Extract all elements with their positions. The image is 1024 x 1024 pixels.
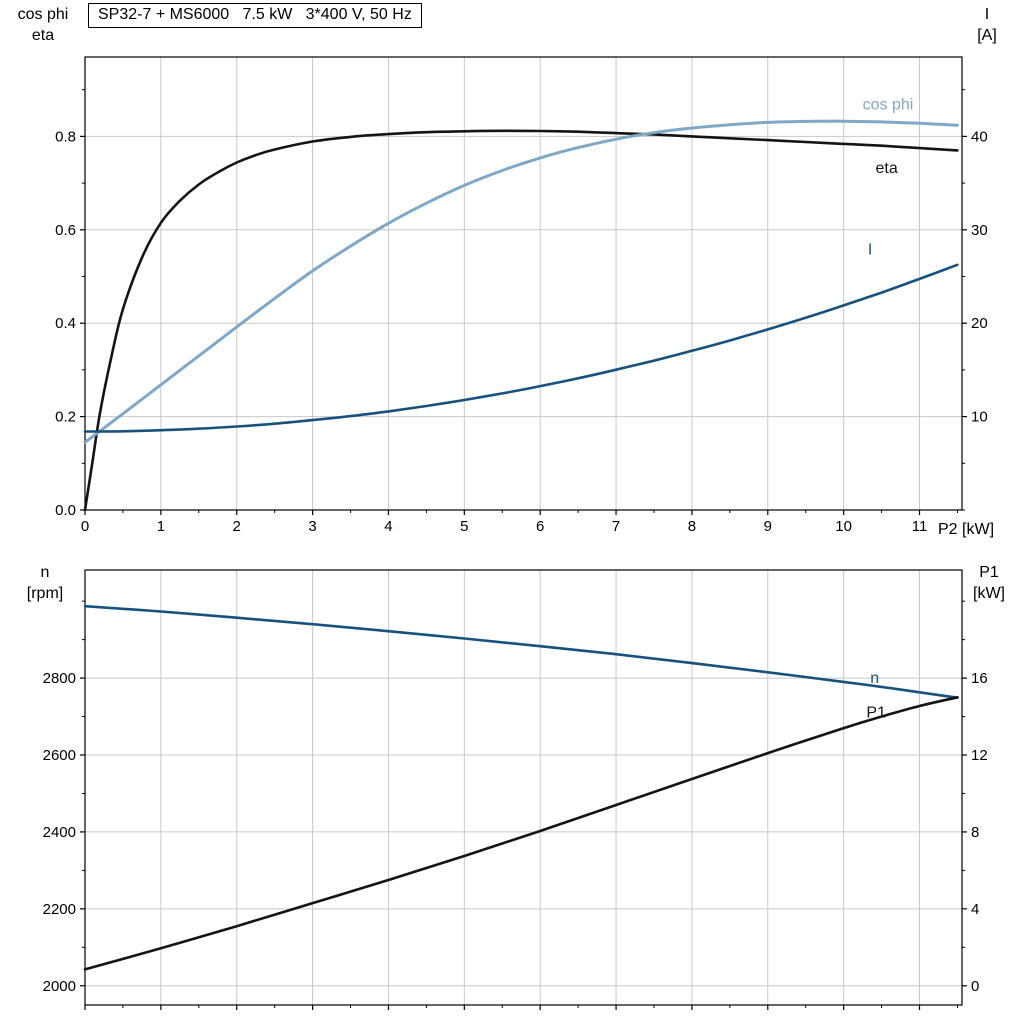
svg-text:16: 16 <box>971 670 988 687</box>
upper-left-axis-title-line2: eta <box>31 27 55 44</box>
svg-text:10: 10 <box>971 409 988 426</box>
lower-right-axis-title-line1: P1 <box>979 564 999 581</box>
svg-text:2800: 2800 <box>43 670 76 687</box>
upper-right-axis-title-line1: I <box>984 6 990 23</box>
svg-text:2: 2 <box>233 518 241 535</box>
upper-right-axis-title-line2: [A] <box>977 27 997 44</box>
lower-right-axis-title-line2: [kW] <box>973 585 1005 602</box>
svg-text:20: 20 <box>971 315 988 332</box>
svg-text:0: 0 <box>971 978 979 995</box>
svg-text:4: 4 <box>384 518 392 535</box>
svg-text:0.4: 0.4 <box>55 315 76 332</box>
svg-text:8: 8 <box>688 518 696 535</box>
svg-text:0.0: 0.0 <box>55 502 76 519</box>
chart-title: SP32-7 + MS6000 7.5 kW 3*400 V, 50 Hz <box>88 3 422 28</box>
svg-text:n: n <box>870 670 879 687</box>
svg-text:7: 7 <box>612 518 620 535</box>
svg-text:4: 4 <box>971 901 979 918</box>
svg-text:cos phi: cos phi <box>863 97 914 114</box>
svg-text:0: 0 <box>81 518 89 535</box>
svg-text:8: 8 <box>971 824 979 841</box>
svg-text:2000: 2000 <box>43 978 76 995</box>
svg-text:P1: P1 <box>866 705 886 722</box>
svg-text:0.6: 0.6 <box>55 222 76 239</box>
svg-text:10: 10 <box>835 518 852 535</box>
svg-text:9: 9 <box>764 518 772 535</box>
lower-left-axis-title-line2: [rpm] <box>26 585 64 602</box>
svg-text:12: 12 <box>971 747 988 764</box>
svg-text:2600: 2600 <box>43 747 76 764</box>
lower-right-axis-title: P1 [kW] <box>958 562 1020 604</box>
svg-text:1: 1 <box>157 518 165 535</box>
svg-text:0.2: 0.2 <box>55 409 76 426</box>
svg-text:11: 11 <box>912 518 928 535</box>
svg-text:eta: eta <box>876 160 898 177</box>
upper-chart: 0 1 2 3 4 5 6 7 8 9 10 11 0.0 0.2 0.4 0.6 0.8 10 20 30 40 eta… <box>55 56 988 535</box>
lower-left-axis-title-line1: n <box>40 564 50 581</box>
lower-left-axis-title: n [rpm] <box>8 562 82 604</box>
svg-text:2200: 2200 <box>43 901 76 918</box>
svg-text:2400: 2400 <box>43 824 76 841</box>
upper-right-axis-title: I [A] <box>958 4 1016 46</box>
upper-left-axis-title: cos phi eta <box>4 4 82 46</box>
svg-text:3: 3 <box>308 518 316 535</box>
lower-chart: 2000 2200 2400 2600 2800 0 4 8 12 16 n P1 <box>0 556 1024 1024</box>
svg-text:0.8: 0.8 <box>55 128 76 145</box>
upper-left-axis-title-line1: cos phi <box>17 6 69 23</box>
svg-text:I: I <box>868 241 872 258</box>
svg-text:40: 40 <box>971 128 988 145</box>
svg-text:6: 6 <box>536 518 544 535</box>
upper-x-axis-title: P2 [kW] <box>938 521 995 538</box>
svg-text:5: 5 <box>460 518 468 535</box>
svg-text:30: 30 <box>971 222 988 239</box>
